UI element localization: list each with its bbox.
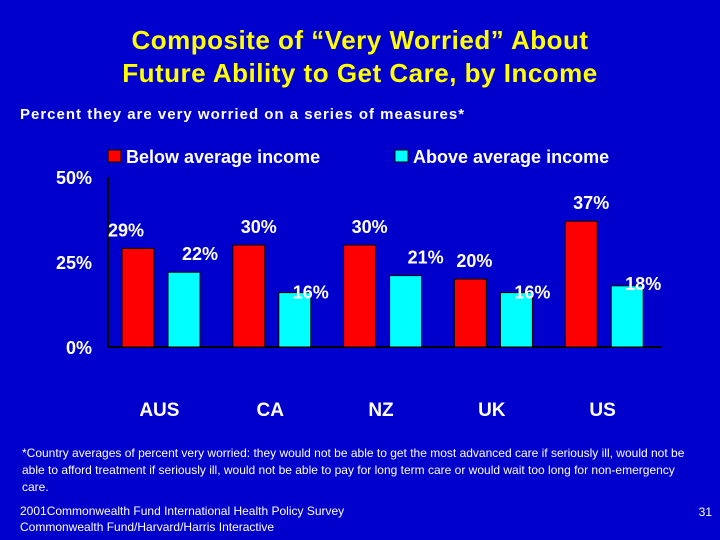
data-label-below: 30%: [352, 217, 388, 237]
title-line-2: Future Ability to Get Care, by Income: [122, 58, 598, 88]
data-label-below: 30%: [241, 217, 277, 237]
y-tick-label: 50%: [56, 168, 92, 188]
chart-subtitle: Percent they are very worried on a serie…: [20, 106, 466, 123]
title-line-1: Composite of “Very Worried” About: [131, 25, 589, 55]
bar-below-average: [232, 244, 266, 348]
x-tick-label: US: [589, 400, 615, 421]
bar-above-average: [167, 271, 201, 348]
source-line-2: Commonwealth Fund/Harvard/Harris Interac…: [20, 520, 275, 534]
legend-label: Below average income: [126, 147, 320, 167]
bar-chart: 0% 25% 50% Below average income Above averag…: [56, 147, 662, 421]
data-label-above: 22%: [182, 244, 218, 264]
bar-above-average: [278, 292, 312, 348]
y-tick-label: 0%: [66, 338, 92, 358]
legend-swatch: [107, 149, 122, 163]
legend-label: Above average income: [413, 147, 609, 167]
bar-below-average: [121, 247, 155, 348]
page-number: 31: [698, 505, 712, 519]
bar-below-average: [343, 244, 377, 348]
bar-above-average: [499, 292, 533, 348]
bar-below-average: [564, 220, 598, 348]
legend-swatch: [394, 149, 409, 163]
data-label-above: 18%: [625, 274, 661, 294]
x-tick-label: UK: [478, 400, 506, 421]
data-label-below: 29%: [108, 220, 144, 240]
data-label-above: 16%: [514, 283, 550, 303]
bar-above-average: [389, 275, 423, 348]
x-tick-label: CA: [256, 400, 284, 421]
data-label-above: 21%: [408, 248, 444, 268]
data-label-below: 37%: [573, 193, 609, 213]
bar-below-average: [453, 278, 487, 348]
slide-title: Composite of “Very Worried” About Future…: [0, 24, 720, 90]
y-tick-label: 25%: [56, 253, 92, 273]
data-label-above: 16%: [293, 283, 329, 303]
x-tick-label: AUS: [139, 400, 179, 421]
source-line-1: 2001Commonwealth Fund International Heal…: [20, 504, 345, 518]
data-label-below: 20%: [456, 251, 492, 271]
bar-above-average: [610, 285, 644, 348]
source-citation: 2001Commonwealth Fund International Heal…: [20, 503, 344, 535]
x-tick-label: NZ: [368, 400, 394, 421]
footnote: *Country averages of percent very worrie…: [22, 446, 685, 494]
